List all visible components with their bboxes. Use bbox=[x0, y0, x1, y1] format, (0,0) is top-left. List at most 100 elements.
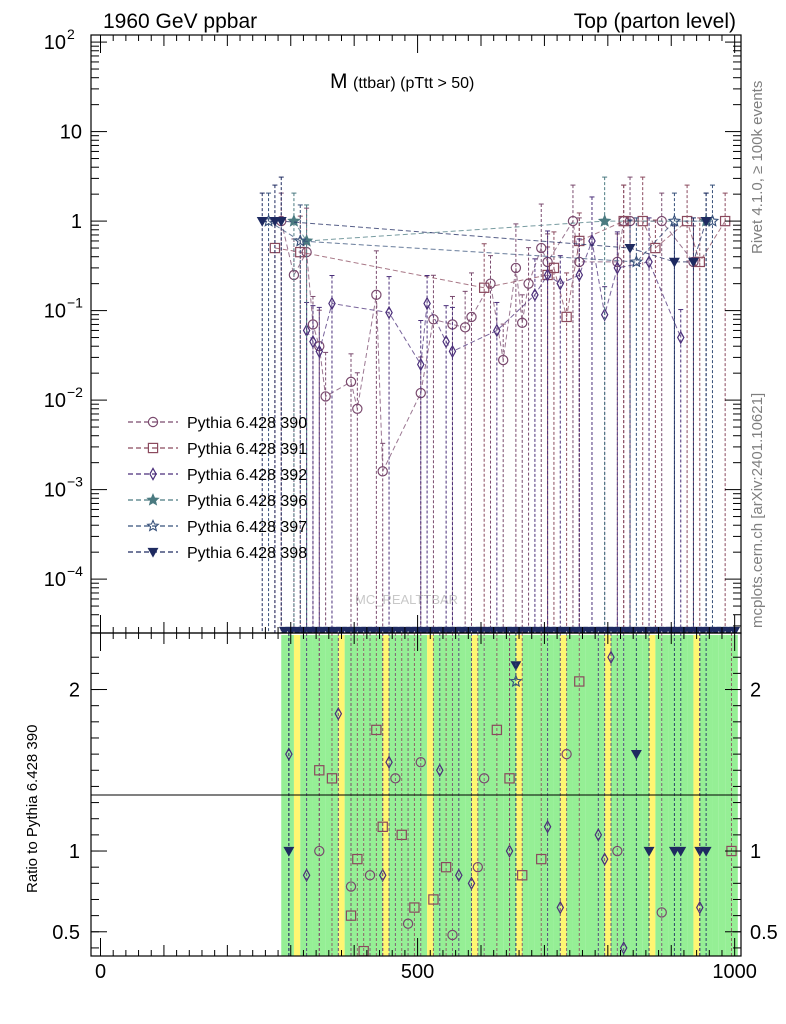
data-point bbox=[588, 234, 596, 248]
data-point bbox=[667, 214, 682, 227]
ratio-point bbox=[574, 676, 585, 687]
ratio-point bbox=[517, 870, 528, 881]
data-point bbox=[466, 311, 477, 323]
legend-label: Pythia 6.428 391 bbox=[187, 441, 307, 458]
ratio-point bbox=[594, 828, 603, 842]
ratio-point bbox=[371, 724, 382, 736]
legend-marker bbox=[147, 442, 159, 454]
ratio-point bbox=[472, 861, 484, 873]
data-point bbox=[700, 216, 712, 227]
ratio-point bbox=[619, 941, 628, 955]
ratio-point bbox=[467, 876, 476, 891]
header-energy: 1960 GeV ppbar bbox=[103, 10, 257, 33]
ratio-point bbox=[505, 844, 514, 858]
data-point bbox=[531, 288, 539, 302]
ratio-point bbox=[561, 748, 572, 760]
ratio-point bbox=[396, 829, 407, 841]
ratio-panel-frame bbox=[90, 632, 742, 957]
data-point bbox=[352, 403, 363, 414]
series-4 bbox=[261, 184, 720, 633]
ratio-point bbox=[345, 881, 357, 892]
data-point bbox=[567, 215, 579, 227]
data-point bbox=[629, 254, 644, 268]
ratio-point bbox=[509, 674, 523, 688]
ratio-point bbox=[556, 900, 565, 915]
legend-marker bbox=[146, 518, 160, 532]
x-tick-label: 500 bbox=[401, 961, 434, 983]
legend-marker bbox=[149, 467, 157, 481]
data-point bbox=[371, 289, 382, 301]
data-point bbox=[275, 216, 287, 227]
data-point bbox=[597, 214, 612, 227]
ratio-tick-label-right: 1 bbox=[750, 841, 761, 863]
main-panel-frame bbox=[90, 34, 742, 634]
y-tick-exponent: −3 bbox=[67, 474, 83, 490]
data-point bbox=[423, 296, 431, 311]
legend-label: Pythia 6.428 396 bbox=[187, 493, 307, 510]
data-point bbox=[668, 257, 680, 268]
ratio-ylabel: Ratio to Pythia 6.428 390 bbox=[24, 725, 41, 893]
data-point bbox=[510, 262, 522, 274]
ratio-point bbox=[478, 773, 490, 784]
y-tick-label: 10 bbox=[44, 301, 66, 323]
data-point bbox=[650, 242, 661, 254]
data-point bbox=[575, 268, 584, 282]
ratio-tick-label-right: 0.5 bbox=[750, 922, 778, 944]
ratio-tick-label: 0.5 bbox=[52, 922, 80, 944]
ratio-point bbox=[415, 757, 426, 768]
series-0 bbox=[276, 176, 699, 633]
ratio-tick-label: 2 bbox=[69, 680, 80, 702]
ratio-point bbox=[491, 724, 503, 736]
data-point bbox=[385, 305, 393, 320]
data-point bbox=[613, 261, 622, 275]
y-tick-exponent: −1 bbox=[67, 295, 83, 311]
ratio-tick-label-right: 2 bbox=[750, 680, 761, 702]
legend-marker bbox=[146, 492, 160, 506]
ratio-point bbox=[326, 773, 338, 784]
series-2 bbox=[302, 196, 685, 633]
data-point bbox=[543, 268, 552, 282]
legend-marker bbox=[147, 416, 159, 428]
ratio-point bbox=[656, 907, 667, 918]
ratio-point bbox=[385, 755, 393, 770]
legend-label: Pythia 6.428 398 bbox=[187, 545, 307, 562]
series-5 bbox=[256, 176, 712, 633]
main-series-layer bbox=[256, 176, 741, 633]
data-point bbox=[676, 330, 685, 345]
ratio-point bbox=[390, 773, 401, 784]
data-point bbox=[517, 317, 528, 329]
ratio-point bbox=[435, 763, 444, 778]
y-tick-label: 10 bbox=[44, 32, 66, 54]
data-point bbox=[600, 307, 609, 322]
data-point bbox=[320, 391, 331, 402]
ratio-point bbox=[700, 846, 712, 857]
data-point bbox=[448, 344, 457, 359]
ratio-point bbox=[607, 650, 615, 665]
data-point bbox=[328, 296, 336, 311]
data-point bbox=[345, 376, 357, 388]
series-line bbox=[268, 220, 713, 263]
y-tick-label: 10 bbox=[44, 480, 66, 502]
ratio-point bbox=[409, 902, 420, 913]
y-tick-exponent: −4 bbox=[67, 563, 83, 579]
ratio-point bbox=[694, 846, 706, 857]
data-point bbox=[442, 334, 450, 349]
data-point bbox=[377, 466, 388, 477]
ratio-point bbox=[630, 750, 642, 760]
ratio-point bbox=[402, 918, 414, 929]
legend: Pythia 6.428 390 Pythia 6.428 391 Pythia 6… bbox=[128, 415, 307, 562]
data-point bbox=[536, 242, 547, 254]
legend-label: Pythia 6.428 390 bbox=[187, 415, 307, 432]
ratio-point bbox=[352, 853, 363, 865]
data-point bbox=[309, 334, 317, 349]
ratio-point bbox=[695, 900, 704, 915]
ratio-point bbox=[504, 773, 515, 784]
data-point bbox=[645, 255, 653, 269]
plot-title-main: M bbox=[330, 70, 348, 93]
data-point bbox=[687, 257, 699, 268]
series-line bbox=[293, 220, 707, 242]
series-line bbox=[274, 220, 726, 318]
ratio-point bbox=[377, 821, 388, 833]
y-tick-label: 10 bbox=[44, 569, 66, 591]
